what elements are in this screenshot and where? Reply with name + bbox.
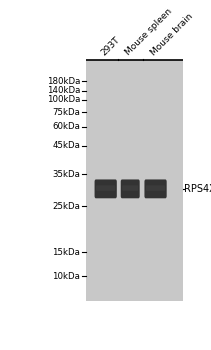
Text: 75kDa: 75kDa <box>53 107 80 117</box>
Text: 10kDa: 10kDa <box>53 272 80 281</box>
FancyBboxPatch shape <box>95 180 117 198</box>
Text: 180kDa: 180kDa <box>47 77 80 86</box>
FancyBboxPatch shape <box>96 186 115 191</box>
Text: 45kDa: 45kDa <box>53 141 80 150</box>
Text: 35kDa: 35kDa <box>53 169 80 178</box>
FancyBboxPatch shape <box>121 180 140 198</box>
Text: Mouse brain: Mouse brain <box>149 12 195 57</box>
Text: RPS4X: RPS4X <box>184 184 211 194</box>
FancyBboxPatch shape <box>122 186 138 191</box>
Text: 15kDa: 15kDa <box>53 248 80 257</box>
Text: 100kDa: 100kDa <box>47 96 80 104</box>
FancyBboxPatch shape <box>146 186 165 191</box>
Text: 293T: 293T <box>99 35 122 57</box>
Bar <box>86 60 183 301</box>
Text: 60kDa: 60kDa <box>53 122 80 131</box>
Text: 140kDa: 140kDa <box>47 86 80 95</box>
Text: Mouse spleen: Mouse spleen <box>124 7 174 57</box>
FancyBboxPatch shape <box>145 180 167 198</box>
Text: 25kDa: 25kDa <box>53 202 80 211</box>
